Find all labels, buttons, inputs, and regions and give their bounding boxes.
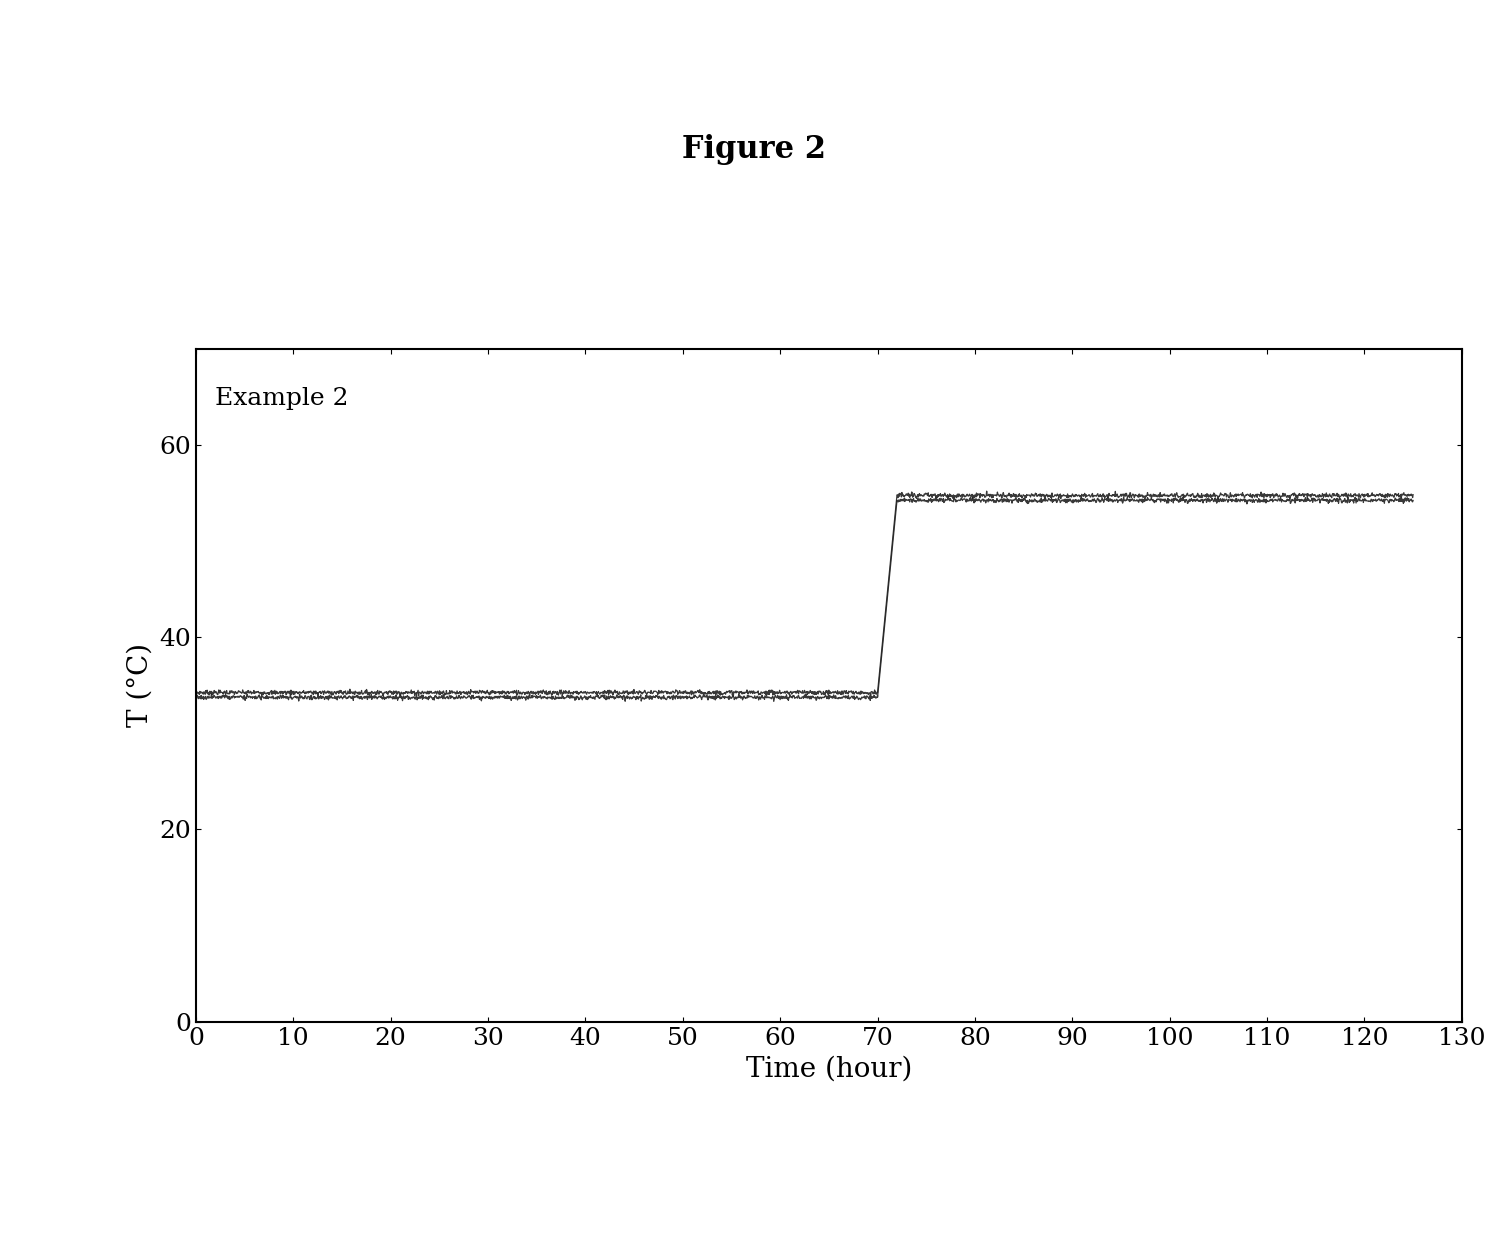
Text: Figure 2: Figure 2 [681,135,826,164]
Text: Example 2: Example 2 [216,388,350,410]
X-axis label: Time (hour): Time (hour) [746,1055,912,1082]
Y-axis label: T (°C): T (°C) [127,643,154,728]
